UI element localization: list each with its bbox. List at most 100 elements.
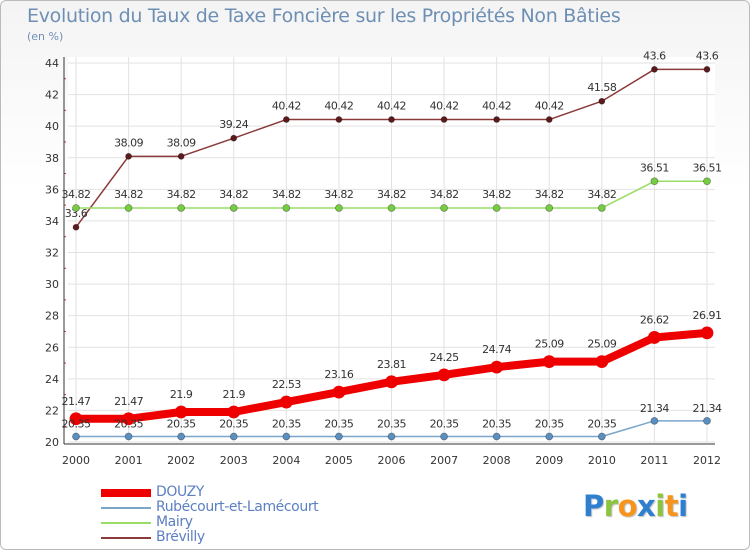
data-label: 20.35 — [482, 417, 511, 430]
y-tick-label: 22 — [45, 404, 59, 417]
data-point — [72, 223, 80, 231]
logo-letter: t — [664, 489, 679, 523]
legend-label: Rubécourt-et-Lamécourt — [156, 499, 319, 515]
data-point — [69, 412, 83, 426]
data-label: 21.47 — [114, 395, 143, 408]
data-label: 20.35 — [167, 417, 196, 430]
data-label: 43.6 — [696, 49, 719, 62]
legend-label: Mairy — [156, 514, 193, 530]
data-point — [230, 134, 238, 142]
data-label: 34.82 — [482, 188, 511, 201]
data-label: 41.58 — [587, 81, 616, 94]
data-point — [651, 65, 658, 73]
data-label: 23.16 — [324, 368, 353, 381]
data-point — [282, 204, 291, 212]
data-point — [282, 432, 291, 441]
series-br-villy: 33.6 38.09 38.09 39.24 40.42 40.42 40.42 40.42 4… — [65, 49, 719, 231]
data-point — [335, 116, 343, 123]
data-label: 34.82 — [377, 188, 406, 201]
data-label: 21.47 — [62, 395, 91, 408]
data-label: 20.35 — [272, 417, 301, 430]
legend-swatch — [101, 537, 151, 539]
logo-letter: x — [637, 489, 656, 523]
data-point — [437, 368, 451, 382]
y-tick-label: 40 — [45, 120, 59, 133]
data-label: 20.35 — [430, 417, 459, 430]
data-point — [440, 432, 448, 441]
data-point — [545, 204, 554, 212]
logo-letter: o — [617, 489, 638, 523]
data-label: 34.82 — [272, 188, 301, 201]
data-label: 34.82 — [430, 188, 459, 201]
data-label: 38.09 — [167, 136, 196, 149]
data-label: 21.34 — [693, 402, 722, 415]
y-tick-label: 36 — [45, 183, 59, 196]
y-tick-label: 20 — [45, 436, 59, 449]
data-point — [72, 432, 80, 441]
data-label: 20.35 — [535, 417, 564, 430]
x-tick-label: 2005 — [325, 454, 353, 467]
x-tick-label: 2011 — [640, 454, 668, 467]
data-point — [72, 204, 80, 212]
x-tick-label: 2001 — [115, 454, 143, 467]
data-label: 21.9 — [170, 388, 193, 401]
data-label: 20.35 — [62, 417, 91, 430]
proxiti-logo: Proxiti — [583, 489, 688, 523]
data-label: 24.74 — [482, 343, 511, 356]
data-label: 40.42 — [430, 100, 459, 113]
data-label: 20.35 — [377, 417, 406, 430]
series-douzy: 21.47 21.47 21.9 21.9 22.53 23.16 23.81 24.25 24… — [62, 309, 722, 426]
data-point — [124, 204, 133, 212]
data-point — [335, 204, 343, 212]
data-label: 23.81 — [377, 358, 406, 371]
logo-letter: r — [603, 489, 618, 523]
data-point — [335, 432, 343, 441]
chart-title: Evolution du Taux de Taxe Foncière sur l… — [27, 5, 621, 27]
data-point — [542, 355, 556, 369]
data-label: 21.34 — [640, 402, 669, 415]
data-point — [385, 375, 398, 389]
data-label: 34.82 — [114, 188, 143, 201]
data-point — [545, 116, 553, 123]
data-point — [703, 177, 711, 186]
data-point — [229, 204, 238, 212]
data-label: 40.42 — [482, 100, 511, 113]
x-tick-label: 2006 — [378, 454, 406, 467]
data-point — [279, 395, 293, 409]
legend-label: DOUZY — [156, 484, 204, 500]
data-point — [125, 152, 132, 160]
data-label: 40.42 — [535, 100, 564, 113]
data-label: 36.51 — [640, 161, 669, 174]
data-point — [650, 416, 659, 425]
x-tick-label: 2009 — [535, 454, 563, 467]
y-tick-label: 30 — [45, 278, 59, 291]
data-point — [177, 432, 186, 441]
x-tick-label: 2008 — [483, 454, 511, 467]
y-tick-label: 28 — [45, 310, 59, 323]
data-point — [545, 432, 554, 441]
data-point — [124, 432, 133, 441]
data-label: 20.35 — [114, 417, 143, 430]
data-label: 38.09 — [114, 136, 143, 149]
data-point — [332, 385, 346, 399]
y-tick-label: 34 — [45, 215, 59, 228]
data-point — [595, 355, 609, 369]
x-tick-label: 2012 — [693, 454, 721, 467]
data-point — [703, 65, 711, 73]
data-label: 20.35 — [587, 417, 616, 430]
data-label: 40.42 — [324, 100, 353, 113]
logo-letter: P — [583, 489, 604, 523]
data-label: 22.53 — [272, 378, 301, 391]
data-point — [440, 204, 448, 212]
x-tick-label: 2007 — [430, 454, 458, 467]
data-point — [700, 326, 714, 340]
data-label: 40.42 — [377, 100, 406, 113]
data-point — [490, 360, 504, 374]
data-point — [229, 432, 238, 441]
data-label: 34.82 — [219, 188, 248, 201]
data-label: 25.09 — [587, 338, 616, 351]
data-label: 36.51 — [693, 161, 722, 174]
data-point — [648, 331, 661, 344]
